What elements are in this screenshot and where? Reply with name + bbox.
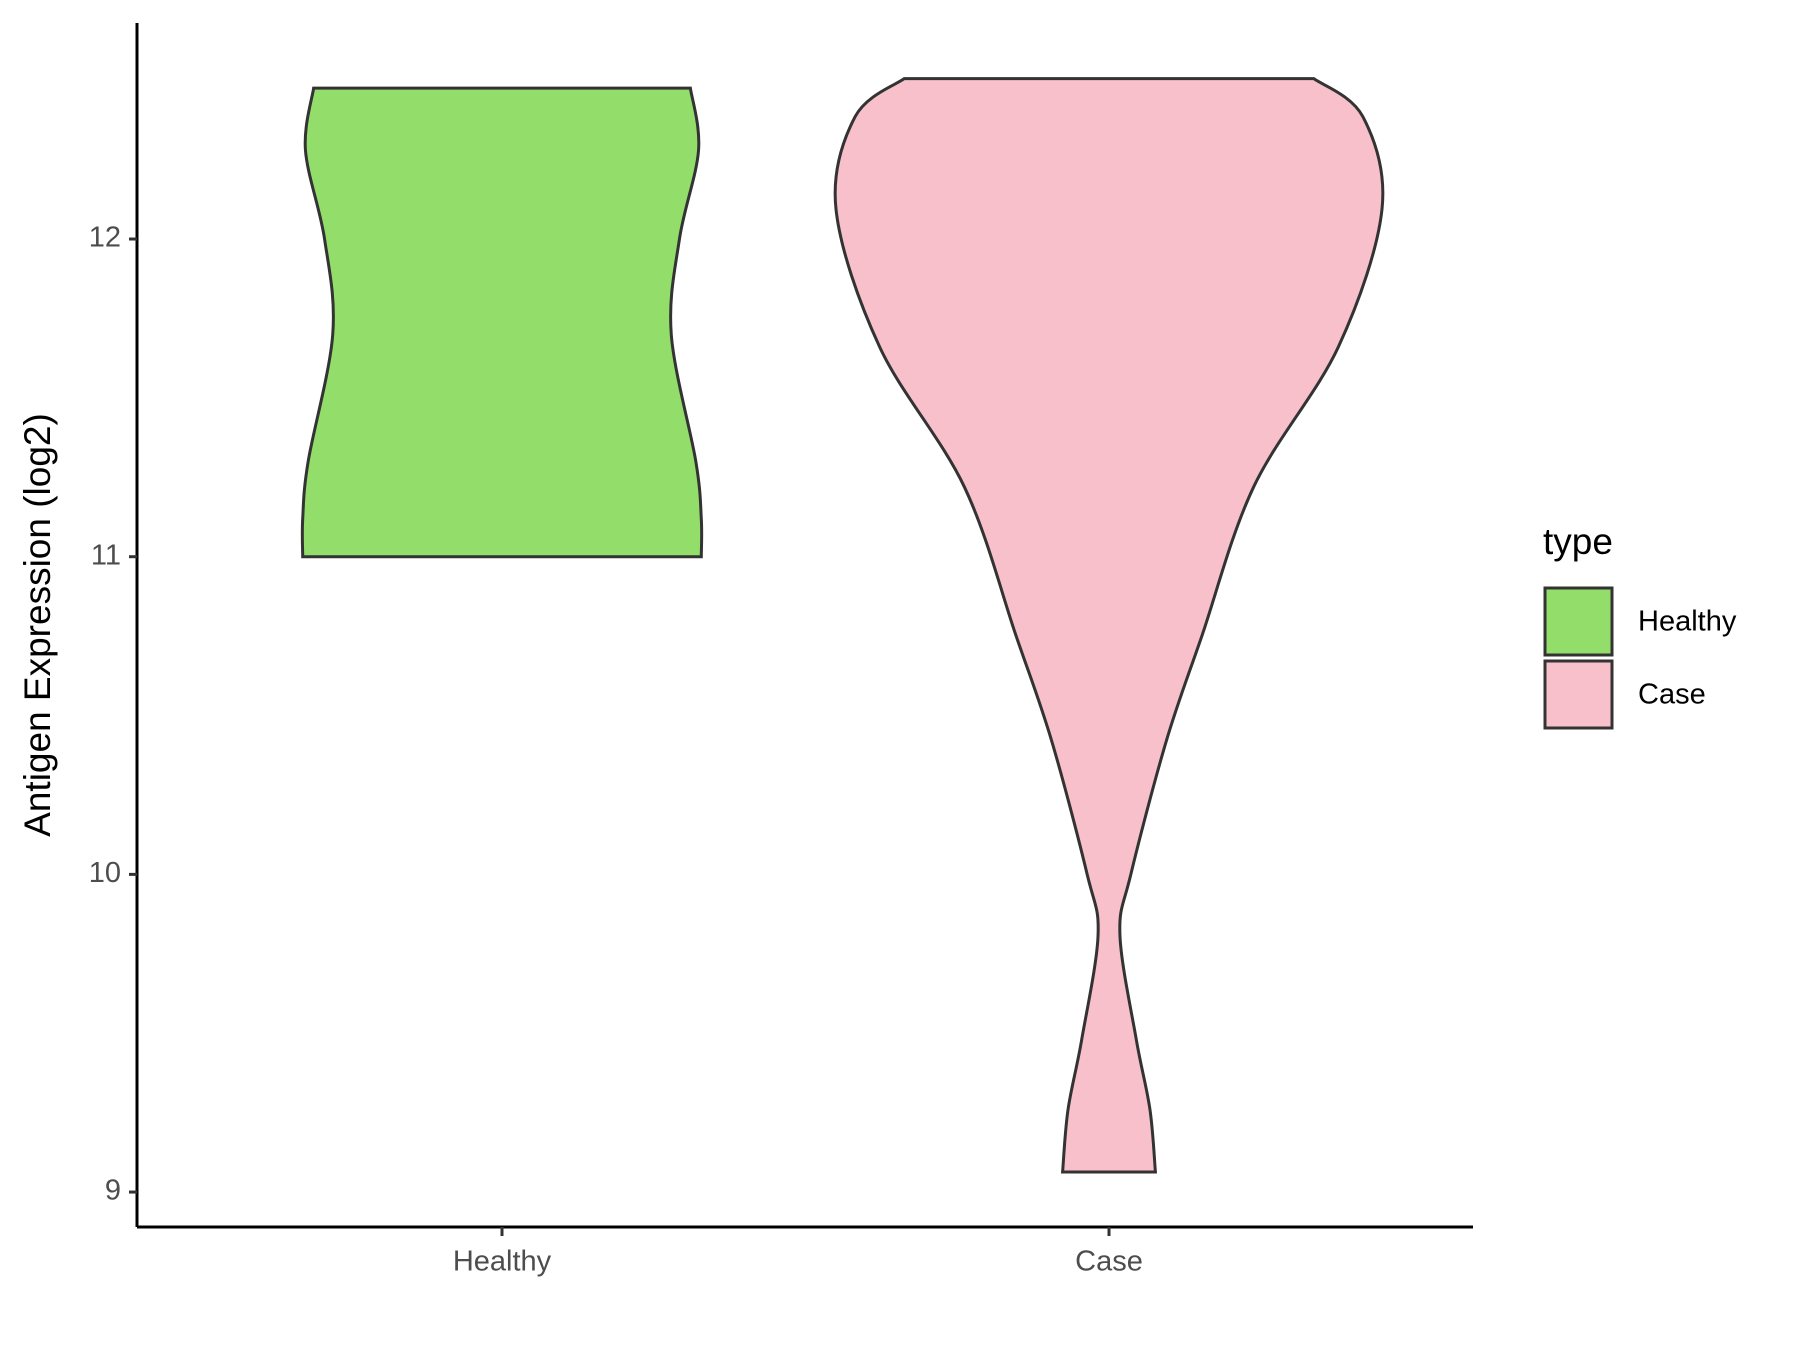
x-tick-label: Healthy xyxy=(453,1246,552,1278)
legend-title: type xyxy=(1543,521,1613,562)
y-tick-label: 12 xyxy=(89,222,121,254)
legend-swatch xyxy=(1543,586,1614,657)
y-tick-label: 9 xyxy=(105,1175,121,1207)
y-tick-label: 11 xyxy=(91,539,121,571)
legend-swatch xyxy=(1543,659,1614,730)
legend-label: Case xyxy=(1638,679,1706,711)
legend-label: Healthy xyxy=(1638,606,1737,638)
y-tick-label: 10 xyxy=(89,857,121,889)
x-tick-label: Case xyxy=(1075,1246,1143,1278)
y-axis-label: Antigen Expression (log2) xyxy=(17,413,58,837)
violin xyxy=(833,77,1385,1174)
violin xyxy=(300,86,704,559)
